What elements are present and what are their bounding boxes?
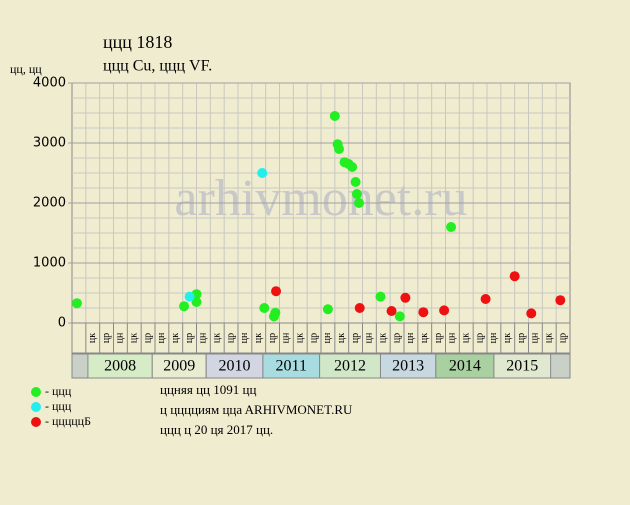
year-label: 2014 bbox=[449, 358, 481, 375]
y-tick-label: 2000 bbox=[33, 196, 66, 211]
y-tick-label: 4000 bbox=[33, 76, 66, 91]
x-tick-label: цк bbox=[419, 333, 430, 343]
x-tick-label: цн bbox=[198, 332, 209, 343]
x-tick-label: цн bbox=[322, 332, 333, 343]
year-cell bbox=[205, 353, 264, 379]
point bbox=[555, 295, 566, 306]
point bbox=[268, 311, 279, 322]
point bbox=[480, 294, 491, 304]
point bbox=[329, 111, 340, 121]
point bbox=[446, 222, 457, 232]
year-label: 2009 bbox=[163, 358, 195, 375]
y-tick-label: 3000 bbox=[33, 136, 66, 151]
point bbox=[333, 144, 344, 154]
year-label: 2015 bbox=[506, 358, 538, 375]
x-tick-label: цр bbox=[267, 333, 278, 343]
point bbox=[509, 271, 520, 282]
x-tick-label: цр bbox=[184, 333, 195, 343]
x-tick-label: цн bbox=[447, 332, 458, 343]
legend-label: - ццц bbox=[45, 399, 72, 413]
legend-label: - цццццБ bbox=[45, 414, 91, 428]
chart-subtitle: ццц Cu, ццц VF. bbox=[103, 58, 212, 75]
chart-title: ццц 1818 bbox=[103, 32, 172, 52]
point bbox=[271, 286, 282, 297]
legend-marker bbox=[31, 387, 41, 397]
point bbox=[350, 177, 361, 187]
legend-marker bbox=[31, 417, 41, 427]
x-tick-label: цн bbox=[405, 332, 416, 343]
point bbox=[439, 305, 450, 316]
x-tick-label: цн bbox=[156, 332, 167, 343]
point bbox=[191, 297, 202, 307]
point bbox=[354, 198, 365, 208]
year-cell bbox=[493, 353, 552, 379]
x-tick-label: цр bbox=[474, 333, 485, 343]
footer-text: ццняя цц 1091 цц bbox=[160, 382, 256, 397]
footer-text: ццц ц 20 ця 2017 цц. bbox=[160, 422, 273, 437]
x-tick-label: цн bbox=[530, 332, 541, 343]
point bbox=[71, 298, 82, 309]
x-tick-label: цр bbox=[516, 333, 527, 343]
year-cell bbox=[151, 353, 207, 379]
year-label: 2010 bbox=[219, 358, 251, 375]
footer-text: ц цццциям ццa ARHIVMONET.RU bbox=[160, 402, 353, 417]
y-tick-label: 1000 bbox=[33, 256, 66, 271]
point bbox=[322, 304, 333, 315]
point bbox=[418, 307, 429, 318]
legend-label: - ццц bbox=[45, 384, 72, 398]
x-tick-label: цн bbox=[115, 332, 126, 343]
x-tick-label: цр bbox=[101, 333, 112, 343]
point bbox=[257, 168, 268, 178]
x-tick-label: цк bbox=[502, 333, 513, 343]
x-tick-label: цк bbox=[170, 333, 181, 343]
point bbox=[351, 189, 362, 199]
x-tick-label: цк bbox=[336, 333, 347, 343]
x-tick-label: цр bbox=[433, 333, 444, 343]
x-tick-label: цн bbox=[364, 332, 375, 343]
year-label: 2013 bbox=[392, 358, 424, 375]
y-tick-label: 0 bbox=[58, 316, 66, 331]
point bbox=[400, 292, 411, 303]
x-tick-label: цн bbox=[239, 332, 250, 343]
point bbox=[394, 311, 405, 322]
x-tick-label: цк bbox=[212, 333, 223, 343]
x-tick-label: цк bbox=[295, 333, 306, 343]
point bbox=[259, 303, 270, 313]
point bbox=[354, 303, 365, 313]
point bbox=[179, 301, 190, 312]
x-tick-label: цр bbox=[391, 333, 402, 343]
year-label: 2011 bbox=[276, 358, 307, 375]
point bbox=[347, 162, 358, 172]
point bbox=[386, 306, 397, 316]
year-cell bbox=[435, 353, 495, 379]
point bbox=[375, 291, 386, 302]
point bbox=[184, 291, 195, 302]
x-tick-label: цк bbox=[378, 333, 389, 343]
x-tick-label: цн bbox=[488, 332, 499, 343]
point bbox=[526, 308, 537, 319]
year-label: 2012 bbox=[334, 358, 366, 375]
x-tick-label: цр bbox=[225, 333, 236, 343]
y-axis-label: цц, цц bbox=[10, 62, 42, 76]
x-tick-label: цн bbox=[281, 332, 292, 343]
x-tick-label: цк bbox=[87, 333, 98, 343]
legend-marker bbox=[31, 402, 41, 412]
year-cell bbox=[379, 353, 437, 379]
x-tick-label: цр bbox=[557, 333, 568, 343]
x-tick-label: цр bbox=[142, 333, 153, 343]
x-tick-label: цк bbox=[544, 333, 555, 343]
x-tick-label: цр bbox=[308, 333, 319, 343]
x-tick-label: цр bbox=[350, 333, 361, 343]
x-tick-label: цк bbox=[253, 333, 264, 343]
year-label: 2008 bbox=[104, 358, 136, 375]
x-tick-label: цк bbox=[461, 333, 472, 343]
x-tick-label: цк bbox=[129, 333, 140, 343]
